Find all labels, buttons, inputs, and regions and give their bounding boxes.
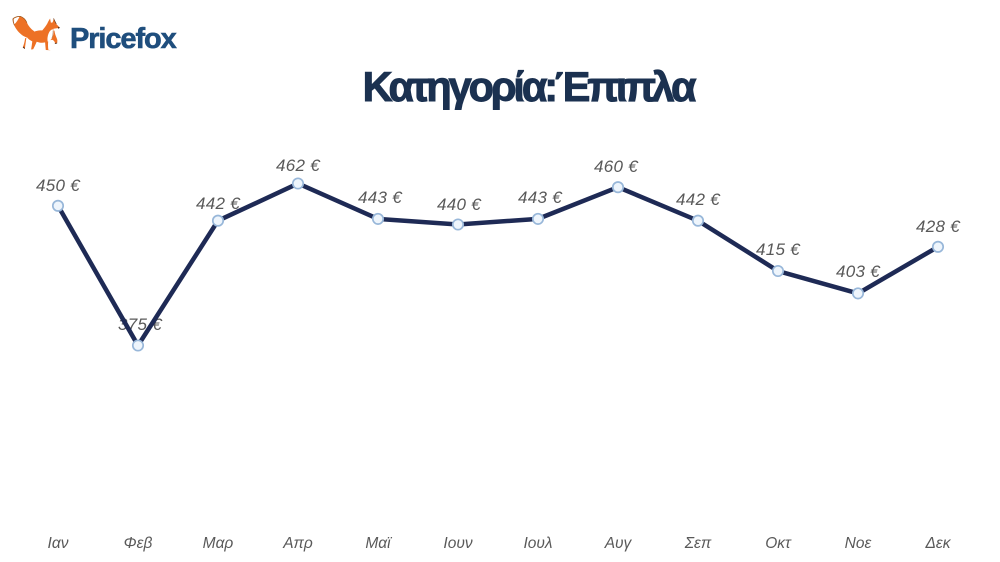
svg-text:Απρ: Απρ (282, 535, 313, 552)
svg-text:450 €: 450 € (36, 176, 81, 195)
svg-text:Σεπ: Σεπ (684, 535, 712, 552)
svg-text:Μαρ: Μαρ (203, 535, 234, 552)
svg-text:Ιαν: Ιαν (48, 535, 69, 552)
svg-text:440 €: 440 € (437, 195, 482, 214)
svg-text:428 €: 428 € (916, 217, 961, 236)
svg-text:443 €: 443 € (518, 188, 563, 207)
svg-text:Δεκ: Δεκ (925, 535, 952, 552)
svg-text:Ιουν: Ιουν (443, 535, 472, 552)
svg-text:Μαϊ: Μαϊ (365, 535, 393, 552)
svg-text:443 €: 443 € (358, 188, 403, 207)
svg-text:460 €: 460 € (594, 157, 639, 176)
svg-text:403 €: 403 € (836, 262, 881, 281)
svg-text:Αυγ: Αυγ (604, 535, 633, 552)
svg-text:415 €: 415 € (756, 240, 801, 259)
svg-text:Οκτ: Οκτ (765, 535, 792, 552)
svg-text:Φεβ: Φεβ (124, 535, 153, 552)
svg-text:442 €: 442 € (676, 190, 721, 209)
svg-text:Ιουλ: Ιουλ (523, 535, 552, 552)
svg-text:Νοε: Νοε (845, 535, 872, 552)
svg-text:442 €: 442 € (196, 194, 241, 213)
svg-text:462 €: 462 € (276, 156, 321, 175)
